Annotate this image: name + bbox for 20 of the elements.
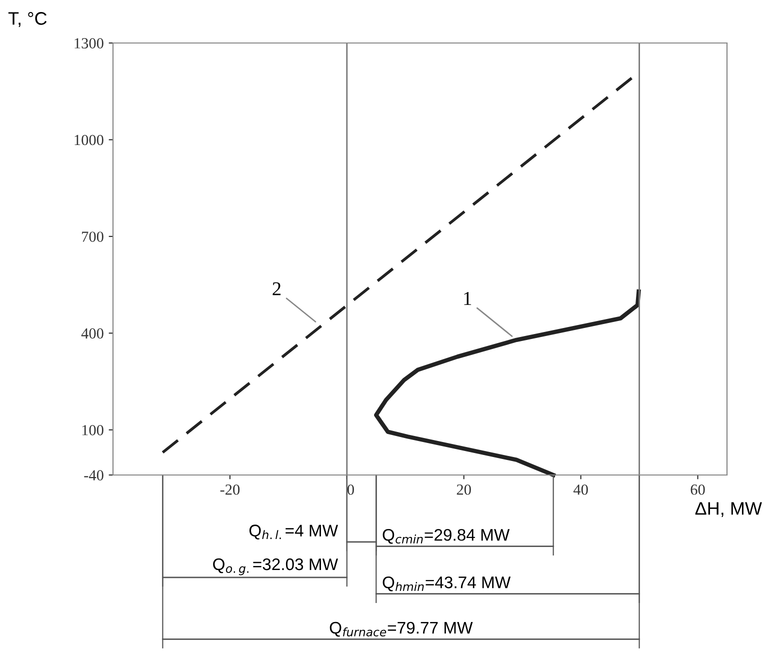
x-tick-label: 0 [347, 484, 354, 495]
text: Q$_{o.g.}$=32.03 MW [213, 558, 338, 576]
y-axis-title: T, °C [8, 12, 47, 27]
x-tick-label: 20 [456, 484, 471, 495]
text: Q$_{hmin}$=43.74 MW [382, 576, 511, 592]
y-tick-label: 400 [81, 328, 104, 339]
y-tick-label: 1000 [74, 134, 104, 146]
text: Q$_{furnace}$=79.77 MW [330, 622, 473, 637]
text: Q$_{cmin}$=29.84 MW [382, 528, 510, 544]
x-tick-label: -20 [220, 484, 240, 495]
text: Q$_{h.l.}$=4 MW [249, 524, 338, 540]
y-tick-label: -40 [84, 470, 104, 480]
y-tick-label: 1300 [74, 38, 104, 48]
y-tick-label: 700 [82, 232, 104, 242]
x-tick-label: 60 [690, 484, 705, 495]
x-axis-title: ΔH, MW [695, 502, 762, 517]
annotation: 2 [272, 282, 281, 296]
annotation: 1 [464, 292, 472, 305]
x-tick-label: 40 [573, 484, 588, 495]
y-tick-label: 100 [82, 425, 104, 436]
